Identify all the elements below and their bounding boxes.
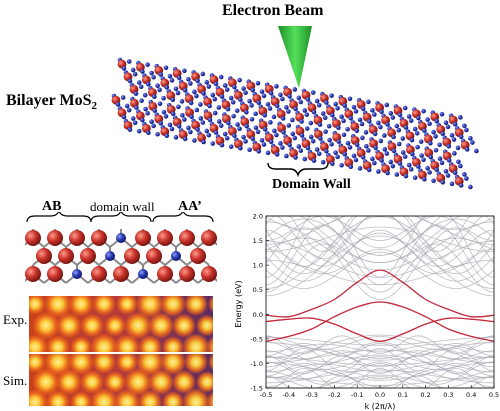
x-tick-label: 0.1	[398, 391, 408, 399]
y-tick-label: -0.5	[250, 335, 263, 343]
red-band-line-1	[265, 317, 495, 342]
ab-stacking-label: AB	[42, 199, 62, 214]
gray-bulk-bands	[265, 215, 495, 389]
aa-prime-stacking-label: AA’	[178, 199, 202, 214]
crystal-atoms	[111, 57, 479, 190]
x-tick-label: 0.0	[375, 391, 385, 399]
domain-wall-brace	[267, 162, 329, 178]
domain-wall-label: Domain Wall	[272, 177, 351, 192]
electron-beam-cone	[278, 26, 312, 88]
y-tick-label: 1.0	[253, 262, 263, 270]
x-tick-label: -0.4	[282, 391, 295, 399]
bilayer-crystal-illustration	[111, 26, 479, 190]
x-tick-label: -0.3	[305, 391, 318, 399]
y-tick-label: 0.5	[253, 286, 263, 294]
y-axis-label: Energy (eV)	[234, 280, 243, 327]
ab-brace	[26, 212, 92, 223]
y-tick-label: -1.5	[250, 385, 263, 393]
bilayer-label-main: Bilayer MoS	[6, 92, 92, 109]
x-tick-label: -0.5	[260, 391, 273, 399]
exp-label: Exp.	[3, 312, 28, 327]
x-tick-label: 0.3	[443, 391, 453, 399]
simulated-stem-spots	[29, 354, 213, 406]
x-tick-label: -0.1	[351, 391, 364, 399]
x-axis-label: k (2π/λ)	[365, 402, 396, 411]
bilayer-label-subscript: 2	[91, 100, 97, 113]
y-tick-label: 0.0	[253, 311, 263, 319]
y-tick-label: -1.0	[250, 360, 263, 368]
red-band-line-2	[265, 301, 495, 342]
y-tick-label: 2.0	[253, 213, 263, 221]
axis-ticks: -0.5 -0.4 -0.3 -0.2 -0.1 0.0 0.1 0.2 0.3 0.4 0.5 -1…	[250, 213, 499, 400]
aa-brace	[152, 212, 214, 223]
x-tick-label: 0.5	[489, 391, 499, 399]
domain-wall-brace-small	[90, 212, 152, 223]
electron-beam-label: Electron Beam	[222, 2, 324, 19]
panel-domain-wall-label: domain wall	[90, 199, 155, 214]
x-tick-label: -0.2	[328, 391, 341, 399]
red-band-line-0	[265, 269, 495, 318]
x-tick-label: 0.2	[420, 391, 430, 399]
red-domain-wall-bands	[265, 269, 495, 342]
bilayer-mos2-label: Bilayer MoS2	[6, 92, 97, 112]
experimental-stem-spots	[29, 296, 213, 352]
y-tick-label: 1.5	[253, 237, 263, 245]
lattice-and-stem-panel	[25, 212, 217, 406]
atomic-lattice-model	[25, 229, 217, 284]
sim-label: Sim.	[3, 373, 28, 388]
band-structure-chart: -0.5 -0.4 -0.3 -0.2 -0.1 0.0 0.1 0.2 0.3 0.4 0.5 -1…	[234, 213, 499, 411]
x-tick-label: 0.4	[466, 391, 476, 399]
